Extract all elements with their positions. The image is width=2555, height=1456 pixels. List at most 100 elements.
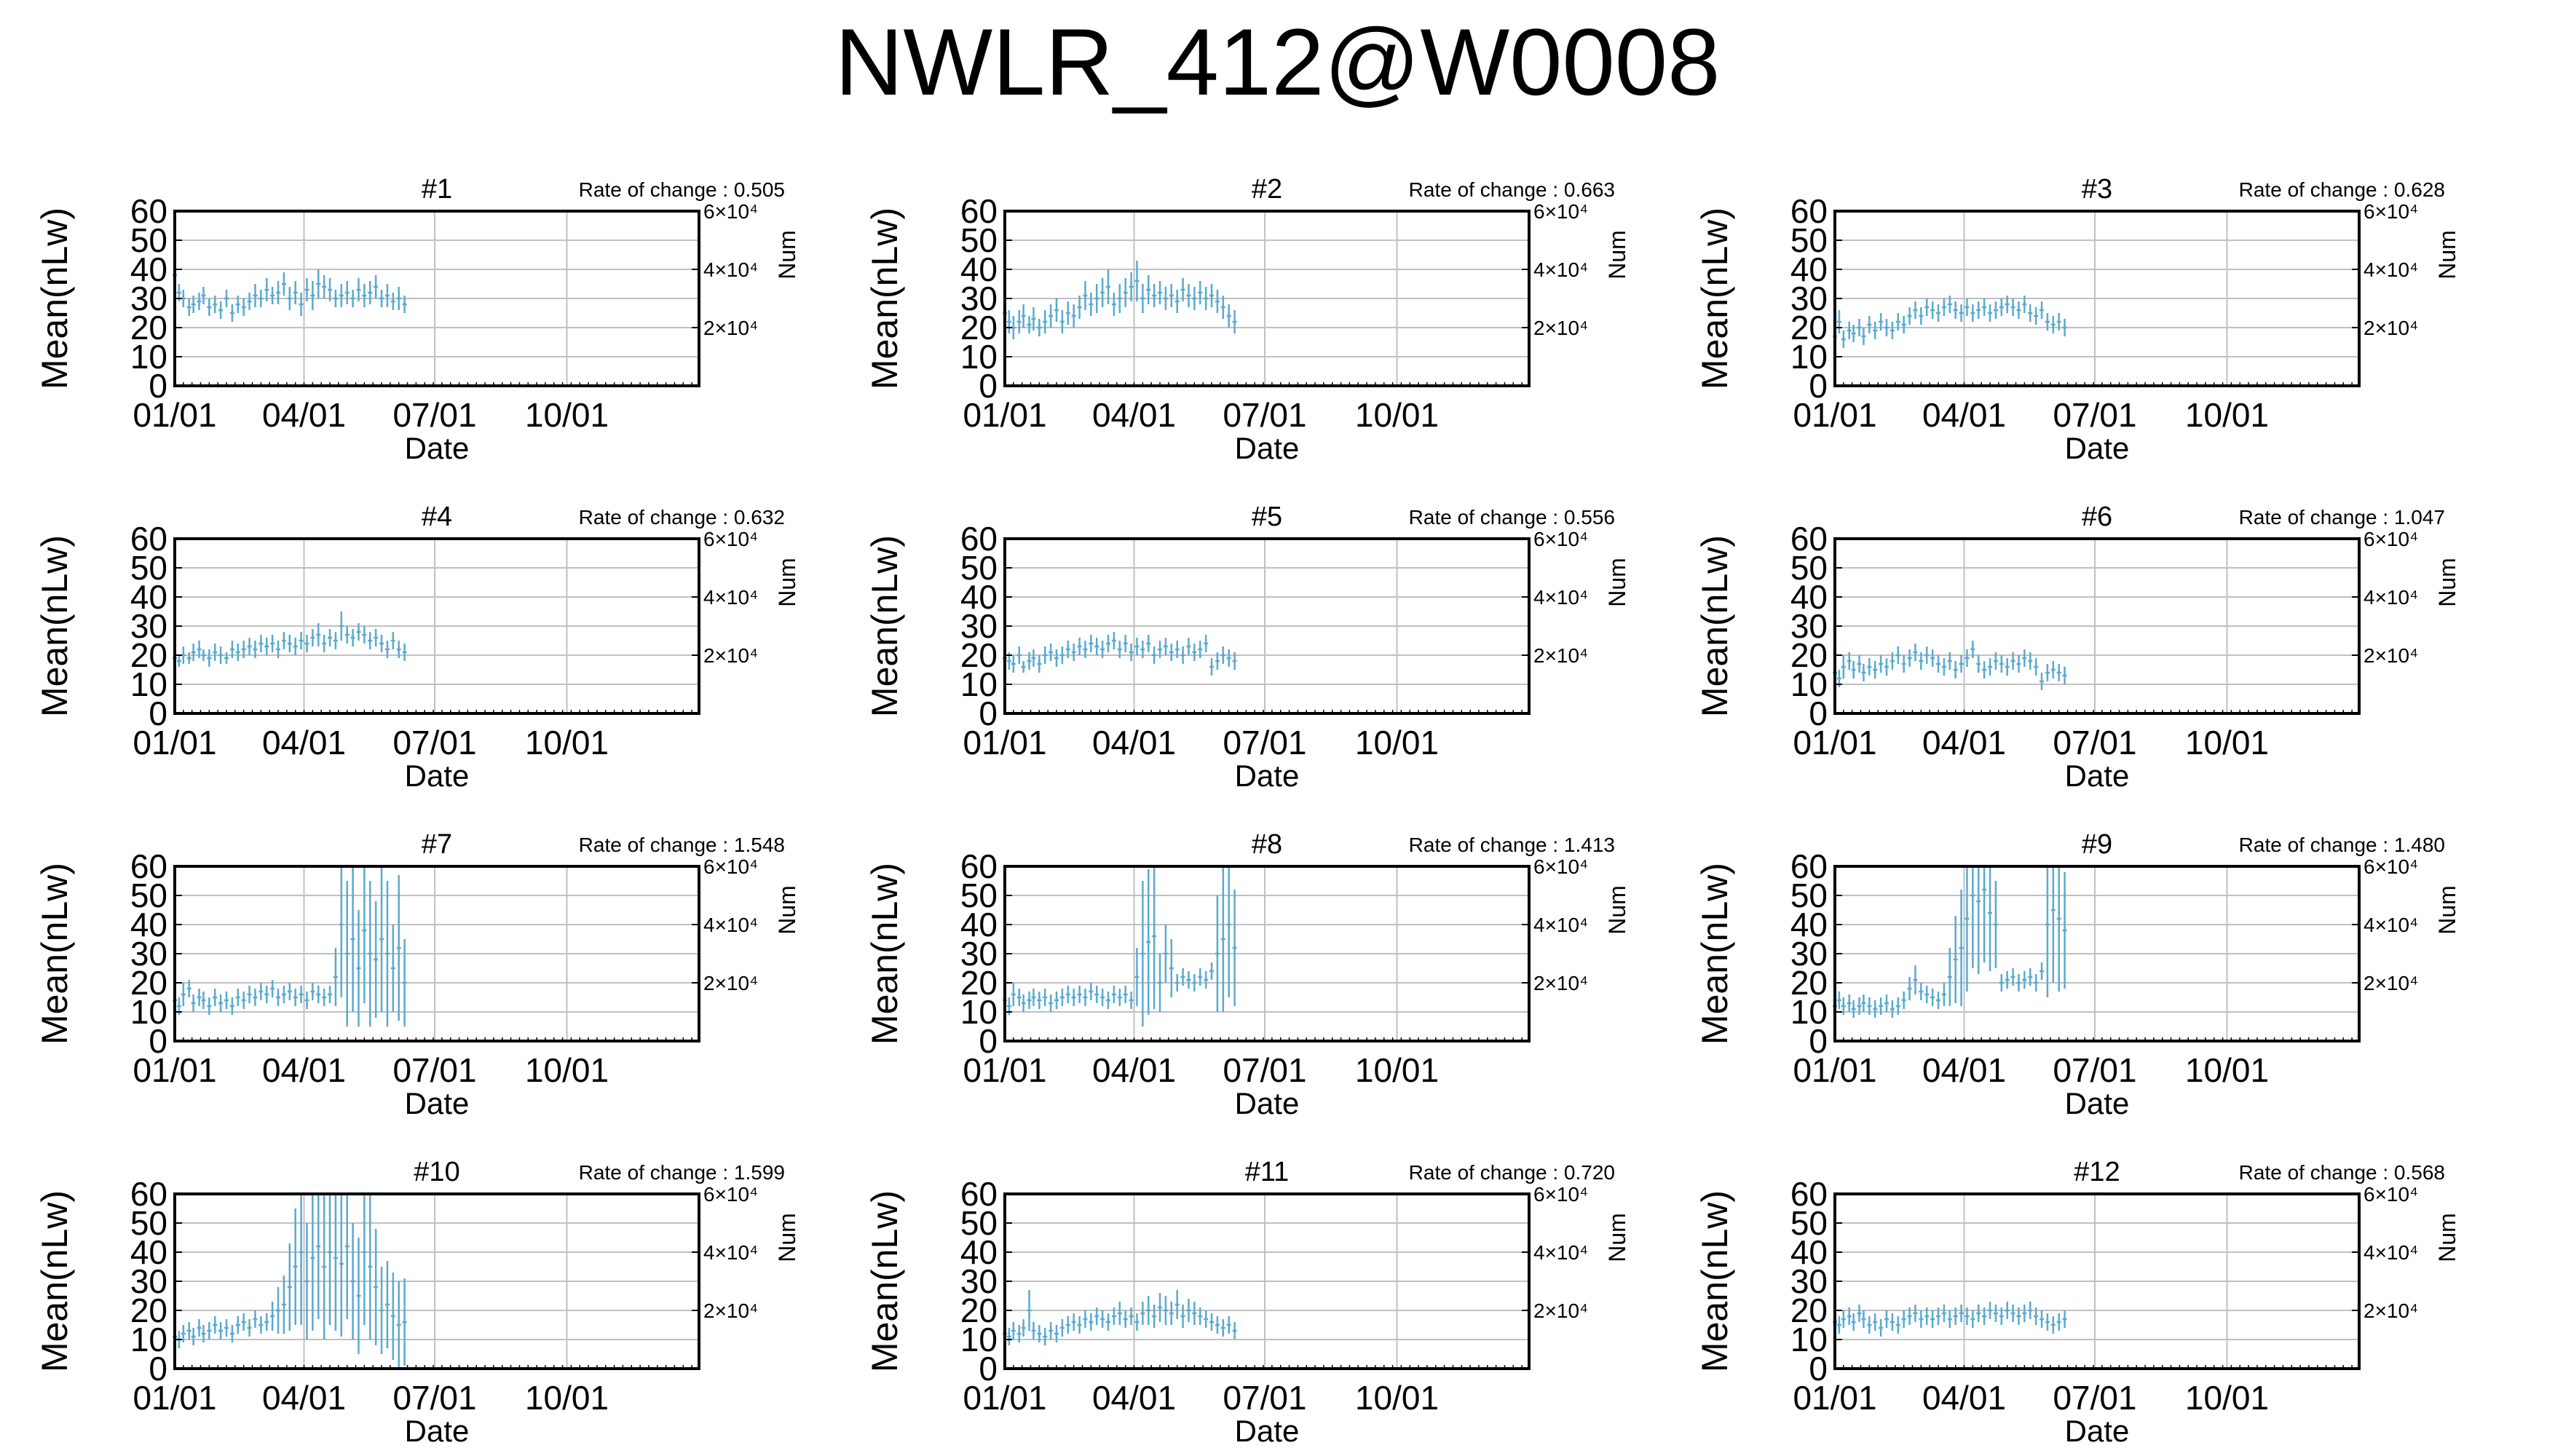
x-axis-label: Date <box>405 431 470 465</box>
y2-tick-label: 4×10⁴ <box>2364 914 2418 936</box>
y2-tick-label: 6×10⁴ <box>1533 855 1588 878</box>
x-tick-label: 04/01 <box>1922 1379 2006 1417</box>
x-tick-label: 01/01 <box>133 724 216 761</box>
y-tick-label: 0 <box>979 1022 998 1060</box>
y2-tick-label: 4×10⁴ <box>2364 258 2418 281</box>
y-tick-label: 0 <box>149 1350 167 1388</box>
y-tick-label: 30 <box>1790 1262 1828 1300</box>
y2-axis-label: Num <box>2434 1213 2460 1262</box>
y2-tick-label: 6×10⁴ <box>703 1183 758 1206</box>
y-tick-label: 60 <box>960 520 998 558</box>
y2-axis-label: Num <box>2434 230 2460 280</box>
panel-title: #6 <box>2082 502 2112 532</box>
x-tick-label: 04/01 <box>262 1379 346 1417</box>
y-tick-label: 20 <box>960 1291 998 1329</box>
y-tick-label: 30 <box>1790 607 1828 645</box>
y-tick-label: 50 <box>1790 877 1828 914</box>
y-tick-label: 30 <box>130 935 167 973</box>
y2-tick-label: 4×10⁴ <box>703 586 758 609</box>
y-tick-label: 60 <box>960 192 998 230</box>
y-axis-label: Mean(nLw) <box>1694 863 1735 1045</box>
x-tick-label: 01/01 <box>963 1051 1046 1089</box>
x-tick-label: 01/01 <box>133 396 216 434</box>
y-tick-label: 0 <box>1809 695 1828 732</box>
y-tick-label: 10 <box>960 665 998 703</box>
y2-axis-label: Num <box>1604 230 1630 280</box>
y2-tick-label: 6×10⁴ <box>2364 855 2418 878</box>
x-tick-label: 07/01 <box>1223 1051 1306 1089</box>
y-axis-label: Mean(nLw) <box>864 863 905 1045</box>
y2-tick-label: 2×10⁴ <box>1533 972 1588 994</box>
x-tick-label: 04/01 <box>1092 1379 1176 1417</box>
y-tick-label: 40 <box>960 906 998 943</box>
y-tick-label: 10 <box>1790 665 1828 703</box>
x-axis-label: Date <box>1235 431 1300 465</box>
y-axis-label: Mean(nLw) <box>1694 207 1735 389</box>
y2-axis-label: Num <box>1604 558 1630 607</box>
y-tick-label: 30 <box>960 1262 998 1300</box>
y-tick-label: 10 <box>130 1321 167 1358</box>
panel-title: #11 <box>1245 1157 1290 1187</box>
y-tick-label: 0 <box>149 367 167 405</box>
y2-tick-label: 6×10⁴ <box>703 528 758 550</box>
y-tick-label: 20 <box>960 964 998 1002</box>
y2-tick-label: 2×10⁴ <box>1533 1299 1588 1322</box>
x-axis-label: Date <box>1235 1414 1300 1448</box>
x-tick-label: 07/01 <box>392 1051 476 1089</box>
y2-axis-label: Num <box>774 1213 800 1262</box>
y2-tick-label: 6×10⁴ <box>1533 1183 1588 1206</box>
x-tick-label: 01/01 <box>1793 396 1876 434</box>
panel-title: #4 <box>422 502 452 532</box>
x-tick-label: 07/01 <box>392 396 476 434</box>
y-tick-label: 40 <box>960 250 998 288</box>
y2-axis-label: Num <box>2434 558 2460 607</box>
y2-tick-label: 6×10⁴ <box>1533 200 1588 223</box>
y-tick-label: 40 <box>130 250 167 288</box>
panel-title: #7 <box>422 829 452 860</box>
x-tick-label: 07/01 <box>1223 724 1306 761</box>
x-tick-label: 10/01 <box>2185 724 2269 761</box>
y-tick-label: 20 <box>960 309 998 347</box>
x-tick-label: 10/01 <box>525 1379 609 1417</box>
y-tick-label: 60 <box>1790 1175 1828 1213</box>
y-tick-label: 60 <box>1790 847 1828 885</box>
y-tick-label: 50 <box>130 1204 167 1242</box>
y-tick-label: 30 <box>960 607 998 645</box>
rate-of-change: Rate of change : 0.568 <box>2239 1161 2445 1184</box>
x-axis-label: Date <box>1235 759 1300 793</box>
x-tick-label: 07/01 <box>392 1379 476 1417</box>
x-axis-label: Date <box>405 1414 470 1448</box>
y-tick-label: 20 <box>130 964 167 1002</box>
y-tick-label: 60 <box>1790 192 1828 230</box>
x-tick-label: 01/01 <box>963 396 1046 434</box>
y-tick-label: 60 <box>130 192 167 230</box>
x-tick-label: 10/01 <box>1355 1051 1439 1089</box>
x-tick-label: 10/01 <box>1355 724 1439 761</box>
y-tick-label: 40 <box>130 578 167 616</box>
y-tick-label: 0 <box>1809 1022 1828 1060</box>
y-tick-label: 0 <box>149 1022 167 1060</box>
x-tick-label: 04/01 <box>262 1051 346 1089</box>
x-axis-label: Date <box>2065 1414 2130 1448</box>
x-tick-label: 10/01 <box>1355 1379 1439 1417</box>
x-axis-label: Date <box>405 759 470 793</box>
y-tick-label: 20 <box>130 309 167 347</box>
y-axis-label: Mean(nLw) <box>1694 1190 1735 1372</box>
y-tick-label: 10 <box>960 993 998 1031</box>
y-tick-label: 30 <box>1790 935 1828 973</box>
x-tick-label: 07/01 <box>1223 396 1306 434</box>
y2-tick-label: 2×10⁴ <box>2364 1299 2418 1322</box>
y2-tick-label: 2×10⁴ <box>1533 644 1588 667</box>
y-tick-label: 0 <box>1809 1350 1828 1388</box>
y-tick-label: 10 <box>960 1321 998 1358</box>
x-tick-label: 04/01 <box>1092 1051 1176 1089</box>
panel-title: #9 <box>2082 829 2112 860</box>
y2-axis-label: Num <box>774 230 800 280</box>
y2-tick-label: 2×10⁴ <box>1533 317 1588 339</box>
y-tick-label: 60 <box>130 520 167 558</box>
